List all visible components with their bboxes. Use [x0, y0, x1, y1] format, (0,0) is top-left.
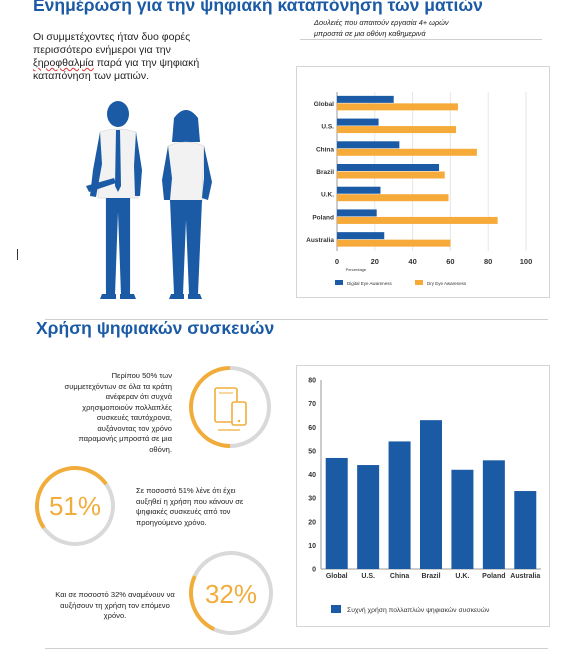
v-category-label: U.S. — [361, 573, 375, 580]
v-ytick-label: 0 — [312, 567, 316, 574]
v-bar — [482, 460, 505, 569]
v-ytick-label: 40 — [308, 472, 316, 479]
h-category-label: U.S. — [321, 124, 334, 131]
v-bar — [325, 457, 348, 569]
h-bar-dry-eye — [337, 148, 477, 156]
devices-bar-chart: 0 10 20 30 40 50 60 70 80 Global U.S. China Brazil U.… — [308, 378, 541, 614]
h-xtick-label: 40 — [408, 257, 416, 266]
h-bar-dry-eye — [337, 194, 449, 202]
v-ytick-label: 20 — [308, 519, 316, 526]
h-xaxis-title: Percentage — [346, 267, 367, 272]
h-bar-digital-eye — [337, 95, 394, 103]
h-xtick-label: 20 — [371, 257, 379, 266]
people-illustration — [86, 101, 212, 299]
h-category-label: U.K. — [321, 192, 334, 199]
v-bar — [514, 491, 537, 569]
v-category-label: U.K. — [455, 573, 469, 580]
h-legend-swatch — [415, 280, 423, 285]
v-legend-swatch — [331, 605, 341, 613]
v-category-label: Global — [326, 573, 348, 580]
h-category-label: China — [316, 146, 334, 153]
v-bar — [357, 465, 380, 569]
h-xtick-label: 80 — [484, 257, 492, 266]
h-bar-digital-eye — [337, 186, 381, 194]
h-bar-digital-eye — [337, 118, 379, 126]
v-bar — [388, 441, 411, 569]
section-divider-bottom — [45, 648, 548, 649]
awareness-chart-panel: 0 20 40 60 80 100 Global U.S. China Brazil U.K. Pol… — [296, 66, 550, 298]
devices-chart-panel: 0 10 20 30 40 50 60 70 80 Global U.S. China Brazil U.… — [296, 365, 550, 627]
h-xtick-label: 0 — [335, 257, 339, 266]
h-category-label: Brazil — [316, 169, 334, 176]
v-category-label: Australia — [510, 573, 540, 580]
h-legend-swatch — [335, 280, 343, 285]
stat-expect-increase-text: Και σε ποσοστό 32% αναμένουν να αυξήσουν… — [55, 590, 175, 620]
intro-text-part2: παρά για την ψηφιακή καταπόνηση των ματι… — [33, 57, 200, 82]
stat-51-percentage: 51% — [48, 491, 102, 521]
h-bar-dry-eye — [337, 103, 458, 111]
v-category-label: Poland — [482, 573, 505, 580]
awareness-intro-text: Οι συμμετέχοντες ήταν δυο φορές περισσότ… — [33, 31, 223, 83]
awareness-chart-caption: Δουλειές που απαιτούν εργασία 4+ ωρών μπ… — [314, 18, 449, 38]
h-xtick-label: 60 — [446, 257, 454, 266]
section-devices-title: Χρήση ψηφιακών συσκευών — [36, 318, 275, 338]
h-bar-dry-eye — [337, 239, 451, 247]
stat-multiple-devices-text: Περίπου 50% των συμμετεχόντων σε όλα τα … — [64, 371, 172, 454]
h-bar-digital-eye — [337, 232, 385, 240]
h-bar-digital-eye — [337, 164, 440, 171]
intro-text-part1: Οι συμμετέχοντες ήταν δυο φορές περισσότ… — [33, 31, 191, 56]
v-legend-label: Συχνή χρήση πολλαπλών ψηφιακών συσκευών — [347, 606, 490, 614]
h-legend-label: Dry Eye Awareness — [427, 281, 467, 286]
h-category-label: Poland — [312, 214, 334, 221]
intro-text-squiggly-word: ξηροφθαλμία — [33, 57, 94, 69]
awareness-caption-rule — [300, 39, 542, 40]
v-ytick-label: 10 — [308, 543, 316, 550]
v-ytick-label: 60 — [308, 425, 316, 432]
h-bar-digital-eye — [337, 209, 377, 217]
text-cursor — [17, 249, 18, 260]
awareness-bar-chart: 0 20 40 60 80 100 Global U.S. China Brazil U.K. Pol… — [306, 92, 533, 286]
v-ytick-label: 30 — [308, 496, 316, 503]
stat-32-percentage: 32% — [204, 579, 258, 609]
h-category-label: Global — [314, 101, 334, 108]
h-xtick-label: 100 — [520, 257, 533, 266]
v-category-label: Brazil — [421, 573, 440, 580]
v-bar — [451, 469, 474, 569]
section-awareness-title: Ενημέρωση για την ψηφιακή καταπόνηση των… — [33, 0, 483, 15]
h-bar-digital-eye — [337, 141, 400, 149]
h-legend-label: Digital Eye Awareness — [347, 281, 392, 286]
v-ytick-label: 50 — [308, 448, 316, 455]
v-bar — [420, 420, 442, 569]
stat-increased-use-text: Σε ποσοστό 51% λένε ότι έχει αυξηθεί η χ… — [136, 486, 244, 527]
v-category-label: China — [390, 573, 410, 580]
h-bar-dry-eye — [337, 126, 457, 134]
v-ytick-label: 70 — [308, 401, 316, 408]
section-divider-top — [45, 319, 548, 320]
v-ytick-label: 80 — [308, 378, 316, 385]
h-category-label: Australia — [306, 237, 334, 244]
h-bar-dry-eye — [337, 216, 498, 224]
h-bar-dry-eye — [337, 171, 445, 179]
devices-icon — [214, 387, 247, 431]
